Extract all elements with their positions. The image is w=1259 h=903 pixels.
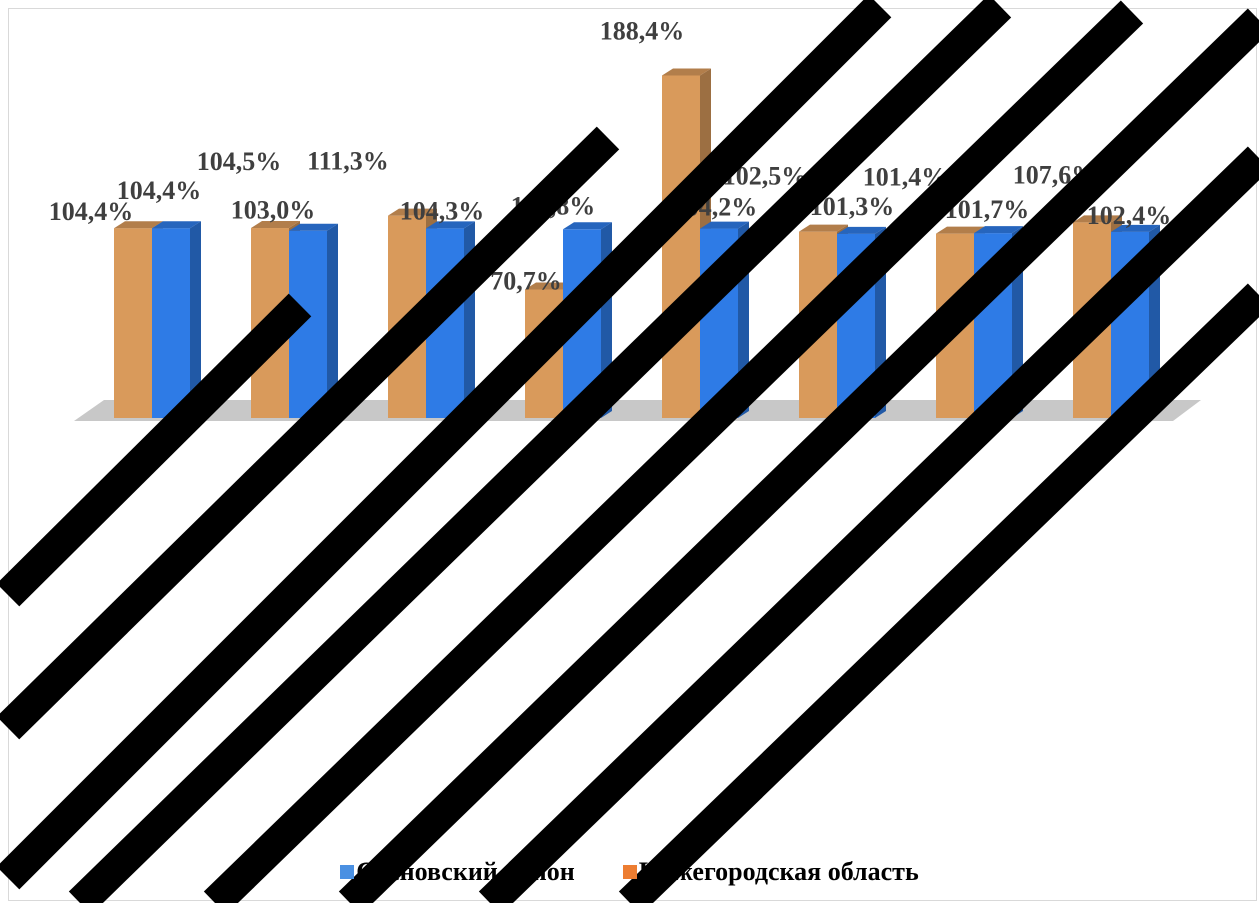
data-label: 102,4% [1087,201,1172,230]
bar-top [426,221,475,229]
bar-front [662,75,700,418]
data-label: 103,0% [231,196,316,225]
stripe [0,126,620,740]
bar-side [327,223,338,418]
stripe [0,293,312,607]
bar-top [251,221,300,229]
legend-swatch-sosnovsky [340,865,355,879]
data-label: 104,5% [197,147,282,176]
bar-top [289,223,338,231]
bar-top [700,221,749,229]
data-label: 104,4% [117,176,202,205]
bar-front [152,228,190,418]
legend-label-nizhny: Нижегородская область [638,857,919,886]
bar-top [152,221,201,229]
data-label: 111,3% [307,147,389,176]
chart-floor [74,400,1201,421]
bar [152,221,201,418]
legend-item-sosnovsky[interactable]: Сосновский район [340,857,575,887]
bar-top [837,226,886,234]
data-label: 104,3% [400,196,485,225]
bar-top [388,208,437,216]
chart-floor-group [74,400,1201,421]
bar-top [1111,224,1160,232]
data-label: 188,4% [600,16,685,45]
data-label: 70,7% [490,266,562,295]
legend-item-nizhny[interactable]: Нижегородская область [622,857,919,887]
stripe [478,146,1259,903]
stripe [338,8,1259,903]
stripe [203,0,1144,903]
bar-top [1073,215,1122,223]
bar-top [799,224,848,232]
bar-top [114,221,163,229]
bar-top [563,222,612,230]
stripe [618,283,1259,903]
stripe [0,0,892,890]
legend: Сосновский район Нижегородская область [0,852,1259,892]
data-label: 104,4% [49,197,134,226]
data-labels-group: 104,4%104,5% 111,3%70,7%188,4%102,5% 101,4… [49,16,1172,295]
bar-top [974,226,1023,234]
bar-top [936,226,985,234]
legend-swatch-nizhny [622,865,637,879]
bar-front [114,228,152,418]
bar-side [190,221,201,418]
bar-top [525,282,574,290]
stripe [68,0,1012,903]
bar-top [662,68,711,76]
legend-label-sosnovsky: Сосновский район [356,857,575,886]
